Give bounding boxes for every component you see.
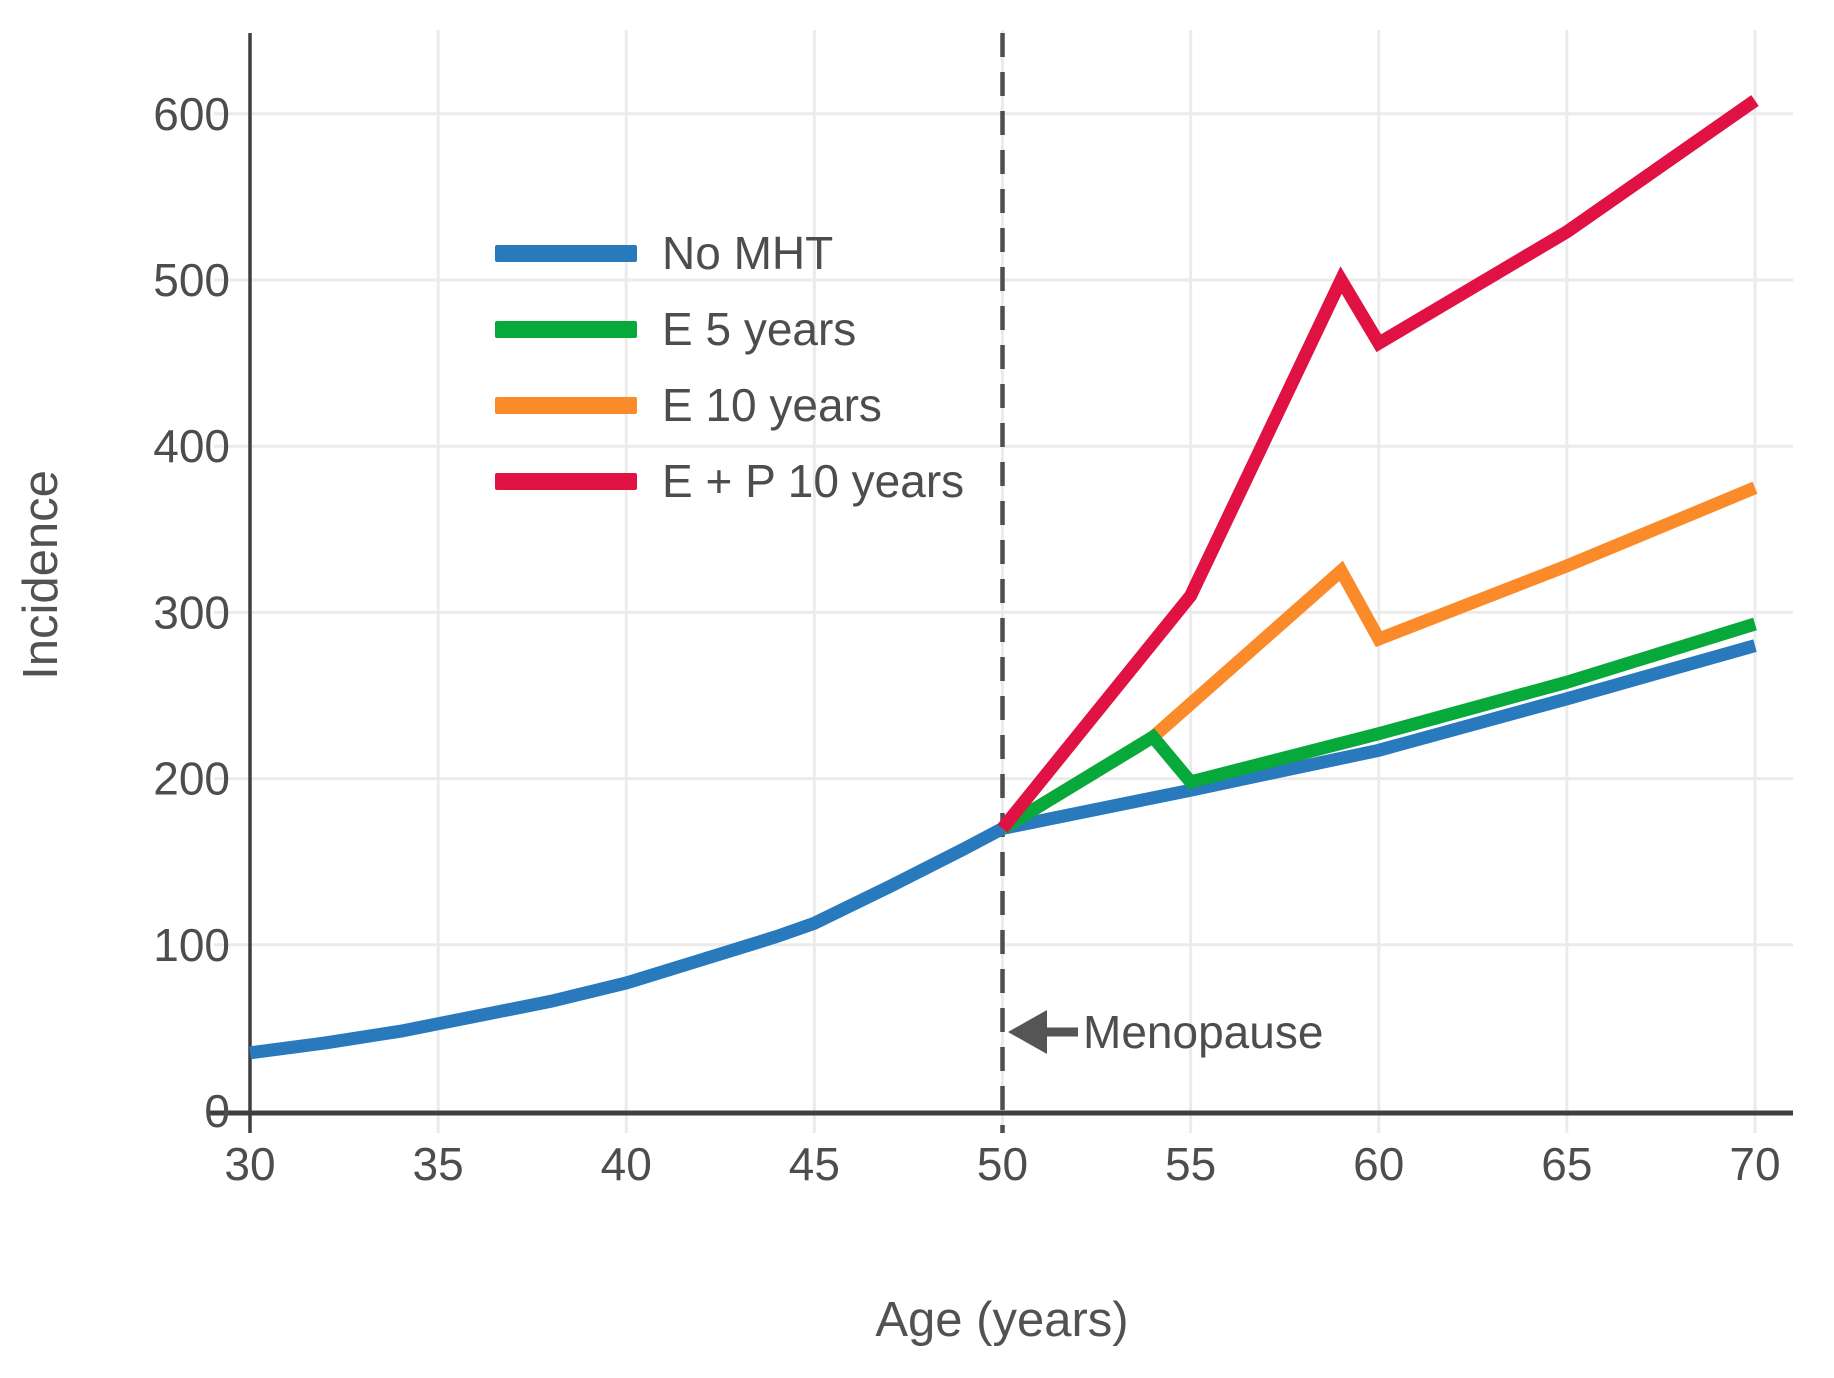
x-tick-label: 60 (1353, 1138, 1404, 1190)
legend: No MHT E 5 years E 10 years E + P 10 years (495, 227, 964, 507)
y-tick-label: 400 (153, 420, 230, 472)
x-tick-label: 45 (789, 1138, 840, 1190)
axis-layer (208, 33, 1793, 1133)
menopause-annotation-label: Menopause (1083, 1006, 1323, 1058)
legend-label-e-10-years: E 10 years (662, 379, 882, 431)
x-tick-label: 30 (224, 1138, 275, 1190)
legend-swatch-no-mht (495, 245, 637, 262)
series-line-e-5-years (999, 617, 1757, 835)
legend-item-e-p-10-years: E + P 10 years (495, 455, 964, 507)
y-tick-label: 600 (153, 88, 230, 140)
tick-label-layer: 30 35 40 45 50 55 60 65 70 0 100 200 300 400 500 600 (153, 88, 1780, 1190)
series-layer (249, 95, 1759, 1060)
legend-item-e-10-years: E 10 years (495, 379, 882, 431)
x-tick-label: 40 (601, 1138, 652, 1190)
series-line-e-p-10-years (997, 95, 1759, 833)
x-tick-label: 65 (1541, 1138, 1592, 1190)
x-tick-label: 55 (1165, 1138, 1216, 1190)
y-tick-label: 200 (153, 753, 230, 805)
y-axis-title: Incidence (14, 470, 68, 680)
legend-label-no-mht: No MHT (662, 227, 833, 279)
x-tick-label: 35 (413, 1138, 464, 1190)
legend-item-no-mht: No MHT (495, 227, 833, 279)
menopause-annotation: Menopause (1008, 1006, 1323, 1058)
x-tick-label: 70 (1729, 1138, 1780, 1190)
legend-swatch-e-5-years (495, 321, 637, 338)
x-axis-title: Age (years) (875, 1293, 1128, 1347)
y-tick-label: 100 (153, 919, 230, 971)
y-tick-label: 500 (153, 254, 230, 306)
legend-swatch-e-p-10-years (495, 473, 637, 490)
series-line-no-mht (249, 639, 1757, 1060)
menopause-arrowhead-icon (1008, 1010, 1047, 1054)
y-tick-label: 300 (153, 586, 230, 638)
legend-label-e-p-10-years: E + P 10 years (662, 455, 964, 507)
legend-item-e-5-years: E 5 years (495, 303, 856, 355)
y-tick-label: 0 (204, 1085, 230, 1137)
legend-label-e-5-years: E 5 years (662, 303, 856, 355)
legend-swatch-e-10-years (495, 397, 637, 414)
x-tick-label: 50 (977, 1138, 1028, 1190)
